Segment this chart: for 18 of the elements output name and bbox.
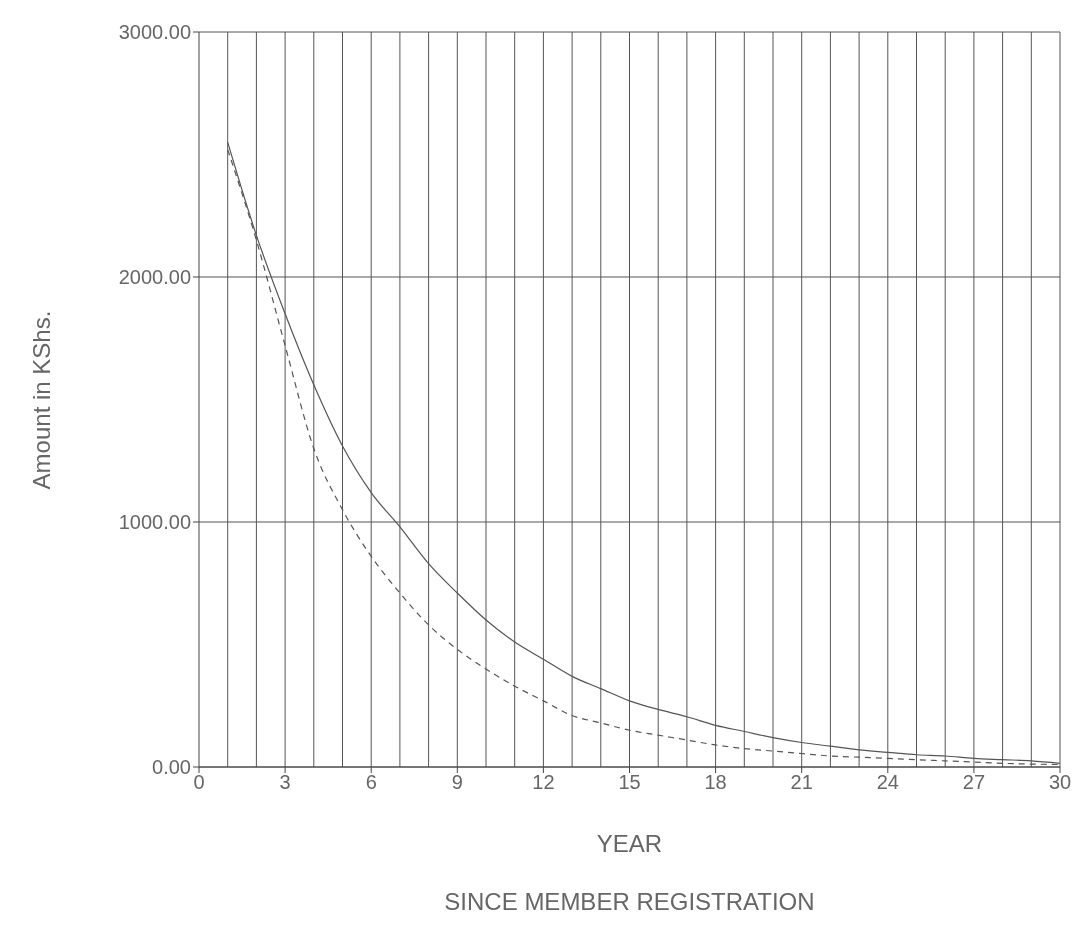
x-tick-label: 18 [704,771,727,794]
y-tick-label: 1000.00 [118,511,191,534]
x-tick-label: 24 [876,771,899,794]
x-tick-label: 21 [790,771,813,794]
y-tick-label: 2000.00 [118,266,191,289]
x-tick-label: 15 [618,771,641,794]
y-tick-label: 0.00 [152,756,191,779]
y-tick-label: 3000.00 [118,21,191,44]
text: SINCE MEMBER REGISTRATION [443,888,816,916]
x-tick-label: 30 [1048,771,1072,794]
x-tick-label: 9 [451,771,463,794]
x-tick-label: 12 [532,771,555,794]
x-tick-label: 27 [962,771,986,794]
x-tick-label: 6 [365,771,377,794]
x-tick-label: 3 [279,771,291,794]
x-axis-title: YEAR [595,830,664,858]
x-tick-label: 0 [193,771,205,794]
y-axis-title: Amount in KShs. [28,310,56,489]
